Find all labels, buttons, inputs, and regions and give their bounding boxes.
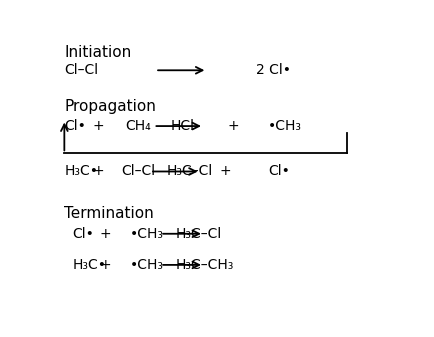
Text: HCl: HCl (170, 119, 194, 133)
Text: •CH₃: •CH₃ (130, 258, 164, 272)
Text: Cl•: Cl• (64, 119, 86, 133)
Text: Initiation: Initiation (64, 44, 132, 60)
Text: CH₄: CH₄ (125, 119, 151, 133)
Text: H₃C•: H₃C• (73, 258, 107, 272)
Text: +: + (93, 119, 105, 133)
Text: Cl–Cl: Cl–Cl (122, 164, 156, 179)
Text: H₃C•: H₃C• (64, 164, 99, 179)
Text: +: + (93, 164, 105, 179)
Text: +: + (100, 227, 111, 241)
Text: •CH₃: •CH₃ (268, 119, 302, 133)
Text: Cl•: Cl• (73, 227, 95, 241)
Text: Cl–Cl: Cl–Cl (64, 63, 99, 77)
Text: H₃C–CH₃: H₃C–CH₃ (175, 258, 234, 272)
Text: +: + (227, 119, 239, 133)
Text: Termination: Termination (64, 206, 154, 220)
Text: H₃C–Cl: H₃C–Cl (167, 164, 213, 179)
Text: •CH₃: •CH₃ (130, 227, 164, 241)
Text: H₃C–Cl: H₃C–Cl (175, 227, 222, 241)
Text: Propagation: Propagation (64, 99, 156, 114)
Text: +: + (219, 164, 231, 179)
Text: Cl•: Cl• (268, 164, 290, 179)
Text: +: + (100, 258, 111, 272)
Text: 2 Cl•: 2 Cl• (256, 63, 291, 77)
